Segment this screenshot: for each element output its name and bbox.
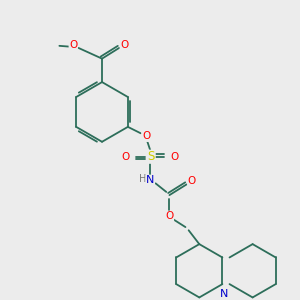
Text: O: O: [122, 152, 130, 162]
Text: N: N: [220, 289, 228, 299]
Text: O: O: [69, 40, 77, 50]
Text: S: S: [148, 150, 155, 163]
Text: H: H: [139, 174, 146, 184]
Text: O: O: [142, 131, 150, 142]
Text: O: O: [165, 212, 174, 221]
Text: N: N: [146, 175, 154, 185]
Text: O: O: [188, 176, 196, 186]
Text: O: O: [120, 40, 128, 50]
Text: O: O: [171, 152, 179, 162]
